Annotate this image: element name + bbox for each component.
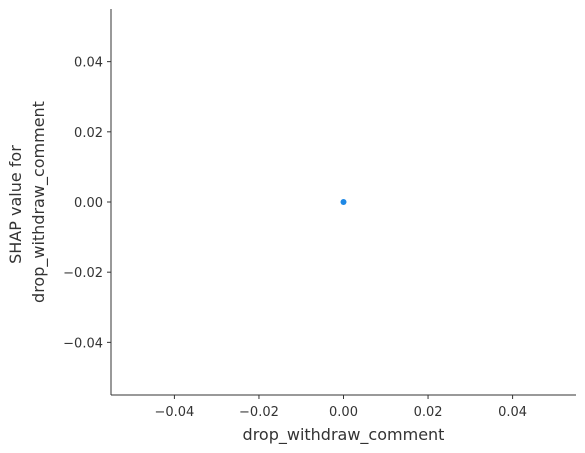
x-axis-ticks: −0.04 −0.02 0.00 0.02 0.04 (154, 395, 527, 420)
y-axis-ticks: 0.04 0.02 0.00 −0.02 −0.04 (63, 56, 111, 351)
y-axis-label-line-1: SHAP value for (6, 145, 25, 264)
y-tick-label: 0.04 (74, 56, 103, 71)
x-tick-label: 0.02 (414, 405, 443, 420)
y-tick-label: −0.02 (63, 266, 103, 281)
y-axis-label-line-2: drop_withdraw_comment (29, 101, 49, 303)
x-tick-label: −0.04 (154, 405, 194, 420)
y-tick-label: −0.04 (63, 336, 103, 351)
y-tick-label: 0.00 (74, 196, 103, 211)
x-tick-label: −0.02 (239, 405, 279, 420)
data-point (340, 199, 347, 205)
x-tick-label: 0.00 (329, 405, 358, 420)
x-axis-label: drop_withdraw_comment (243, 425, 445, 445)
x-tick-label: 0.04 (498, 405, 527, 420)
y-axis-label: SHAP value for drop_withdraw_comment (6, 101, 49, 303)
data-points (340, 199, 347, 205)
y-tick-label: 0.02 (74, 126, 103, 141)
